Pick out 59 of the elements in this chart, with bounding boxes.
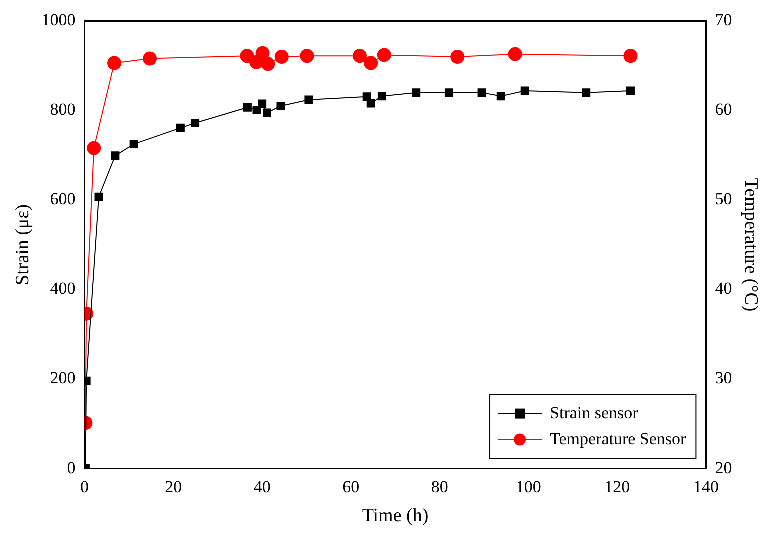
point [143,52,158,66]
y-tick-label: 200 [50,368,76,388]
y2-tick-label: 60 [715,100,732,120]
y2-tick-label: 30 [715,368,732,388]
point [624,49,638,64]
point [412,88,421,98]
y2-axis-title: Temperature (°C) [740,178,762,312]
point [111,152,120,160]
x-tick-label: 60 [342,477,360,496]
x-tick-label: 20 [165,477,182,496]
point [94,192,104,202]
y2-tick-label: 70 [715,10,732,30]
point [243,103,252,112]
y-tick-label: 0 [67,458,76,478]
point [444,88,454,98]
x-axis-title: Time (h) [362,506,429,527]
point [108,56,122,70]
y-axis-title: Strain (με) [12,204,34,286]
point [366,99,376,108]
point [378,92,386,101]
legend-label: Temperature Sensor [550,429,687,448]
point [582,88,591,98]
point [176,124,185,132]
point [276,102,286,110]
point [352,49,367,64]
point [191,119,200,128]
y2-tick-label: 20 [715,458,732,478]
point [450,50,465,64]
point [300,49,314,64]
point [274,50,289,64]
point [626,86,635,96]
point [252,106,262,115]
point [256,46,270,60]
point [508,47,522,62]
x-tick-label: 80 [431,477,448,496]
y-tick-label: 800 [50,100,76,120]
y-tick-label: 400 [50,279,76,298]
x-tick-label: 120 [604,477,630,496]
point [304,96,314,104]
point [362,92,372,102]
point [496,92,506,101]
x-tick-label: 140 [693,477,719,496]
point [87,141,102,156]
point [364,56,378,70]
x-tick-label: 40 [254,477,271,496]
point [478,88,486,98]
x-tick-label: 0 [80,477,90,496]
point [520,86,530,96]
legend-label: Strain sensor [550,403,639,422]
y-tick-label: 1000 [42,10,76,30]
point [130,140,138,149]
point [258,100,267,108]
x-tick-label: 100 [516,477,542,496]
point [261,57,276,72]
point [377,48,392,62]
y-tick-label: 600 [50,190,76,209]
y2-tick-label: 50 [715,190,732,209]
point [262,108,272,118]
y2-tick-label: 40 [715,279,732,298]
